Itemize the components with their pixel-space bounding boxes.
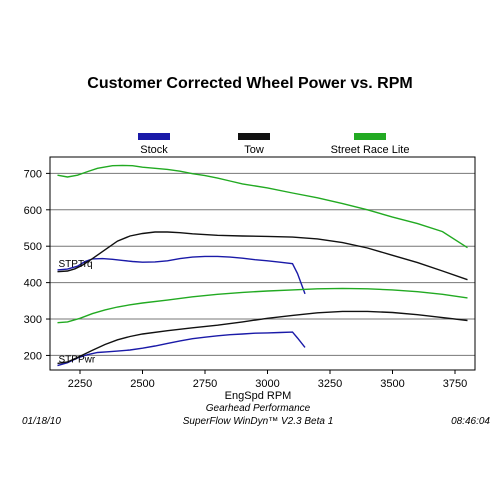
x-tick-label-3500: 3500: [380, 378, 404, 390]
footer-shop: Gearhead Performance: [206, 403, 311, 414]
series-layer: [57, 164, 468, 367]
y-tick-label-400: 400: [24, 278, 42, 290]
x-tick-label-3750: 3750: [443, 378, 467, 390]
annotation-layer: STPTrq STPPwr: [59, 259, 96, 366]
legend: Stock Tow Street Race Lite: [138, 133, 409, 156]
series-line-stock-1: [57, 331, 306, 367]
y-axis-ticks: 200 300 400 500 600 700: [24, 168, 50, 362]
series-line-tow-1: [57, 310, 468, 365]
x-tick-label-3250: 3250: [318, 378, 342, 390]
legend-label-tow: Tow: [244, 144, 264, 156]
y-tick-label-700: 700: [24, 168, 42, 180]
legend-swatch-tow: [238, 133, 270, 140]
y-tick-label-500: 500: [24, 241, 42, 253]
legend-label-street-race-lite: Street Race Lite: [331, 144, 410, 156]
series-line-stock-0: [57, 255, 306, 295]
x-tick-label-2750: 2750: [193, 378, 217, 390]
series-line-street-race-lite-0: [57, 164, 468, 249]
x-axis-ticks: 2250 2500 2750 3000 3250 3500 3750: [68, 370, 467, 390]
x-axis-label: EngSpd RPM: [225, 390, 292, 402]
legend-swatch-street-race-lite: [354, 133, 386, 140]
footer-time: 08:46:04: [451, 416, 490, 427]
x-tick-label-3000: 3000: [255, 378, 279, 390]
legend-swatch-stock: [138, 133, 170, 140]
chart-title: Customer Corrected Wheel Power vs. RPM: [87, 75, 412, 92]
y-tick-label-200: 200: [24, 350, 42, 362]
x-tick-label-2250: 2250: [68, 378, 92, 390]
y-tick-label-600: 600: [24, 205, 42, 217]
y-tick-label-300: 300: [24, 314, 42, 326]
plot-area: [49, 156, 476, 371]
footer-date: 01/18/10: [22, 416, 61, 427]
annotation-stptrq: STPTrq: [59, 259, 93, 270]
series-line-tow-0: [57, 231, 468, 281]
x-tick-label-2500: 2500: [130, 378, 154, 390]
footer-software: SuperFlow WinDyn™ V2.3 Beta 1: [183, 416, 334, 427]
annotation-stppwr: STPPwr: [59, 355, 96, 366]
legend-label-stock: Stock: [140, 144, 168, 156]
grid-lines: [50, 172, 475, 356]
series-line-street-race-lite-1: [57, 287, 468, 324]
